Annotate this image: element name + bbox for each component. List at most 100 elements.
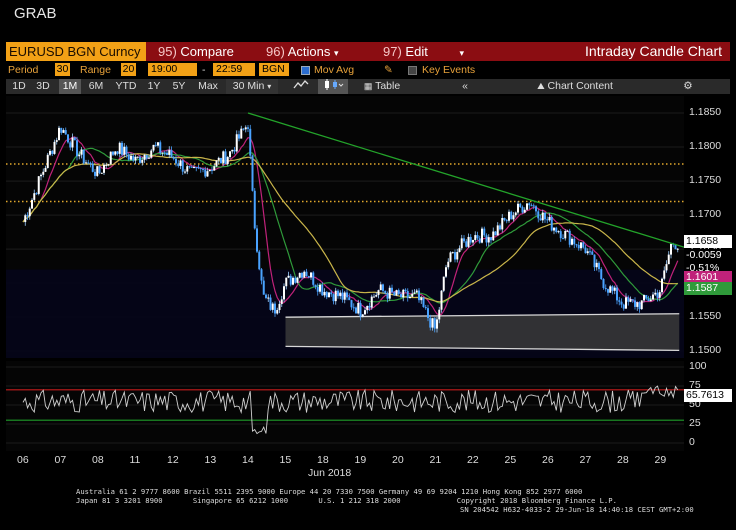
candle-body bbox=[352, 307, 355, 309]
oscillator-value-tag: 65.7613 bbox=[684, 389, 732, 402]
candle-body bbox=[580, 242, 582, 249]
candle-body bbox=[409, 296, 411, 299]
candle-body bbox=[91, 163, 94, 172]
candle-body bbox=[238, 134, 240, 139]
candle-body bbox=[235, 134, 238, 152]
footer-session-line: SN 204542 H632-4033-2 29-Jun-18 14:40:18… bbox=[460, 505, 694, 514]
candle-body bbox=[224, 151, 227, 164]
source-input[interactable]: BGN bbox=[259, 63, 289, 76]
start-time-input[interactable]: 19:00 bbox=[148, 63, 197, 76]
candle-body bbox=[602, 279, 605, 288]
candle-body bbox=[422, 297, 425, 307]
candle-body bbox=[298, 272, 301, 278]
candle-body bbox=[670, 243, 672, 255]
gear-icon[interactable]: ⚙ bbox=[683, 80, 693, 92]
candle-body bbox=[631, 299, 634, 301]
candle-body bbox=[229, 151, 231, 158]
time-tick-label: 20 bbox=[392, 454, 404, 466]
candle-body bbox=[161, 152, 164, 154]
candle-body bbox=[634, 300, 636, 307]
candle-chart-icon[interactable] bbox=[318, 79, 348, 94]
candle-body bbox=[274, 303, 276, 314]
interval-select[interactable]: 30 Min ▾ bbox=[226, 79, 278, 94]
pencil-icon[interactable]: ✎ bbox=[384, 64, 393, 76]
candle-body bbox=[598, 262, 600, 270]
candle-body bbox=[447, 261, 450, 268]
key-events-label: Key Events bbox=[422, 64, 476, 76]
period-1d[interactable]: 1D bbox=[12, 80, 26, 92]
range-input[interactable]: 20 bbox=[121, 63, 136, 76]
candle-body bbox=[391, 287, 393, 293]
candle-body bbox=[215, 160, 218, 167]
table-label: Table bbox=[375, 80, 401, 92]
candle-body bbox=[474, 235, 477, 240]
line-chart-icon[interactable] bbox=[290, 79, 312, 94]
chart-content-button[interactable]: ⛰ Chart Content bbox=[520, 79, 630, 94]
candle-body bbox=[256, 228, 258, 252]
mov-avg-label: Mov Avg bbox=[314, 64, 355, 76]
time-tick-label: 08 bbox=[92, 454, 104, 466]
period-input[interactable]: 30 bbox=[55, 63, 70, 76]
edit-menu[interactable]: 97) Edit ▾ bbox=[383, 42, 464, 61]
period-3d[interactable]: 3D bbox=[36, 80, 50, 92]
candle-body bbox=[280, 299, 283, 304]
candle-body bbox=[334, 290, 337, 302]
candle-body bbox=[330, 292, 333, 295]
candle-body bbox=[112, 151, 114, 155]
candle-body bbox=[418, 290, 420, 301]
compare-menu[interactable]: 95) Compare bbox=[158, 42, 234, 61]
period-ytd[interactable]: YTD bbox=[115, 80, 137, 92]
candle-body bbox=[301, 272, 303, 278]
actions-menu[interactable]: 96) Actions ▾ bbox=[266, 42, 339, 61]
candle-body bbox=[276, 310, 279, 314]
period-1m[interactable]: 1M bbox=[59, 79, 81, 94]
candle-body bbox=[206, 171, 209, 177]
period-max[interactable]: Max bbox=[198, 80, 218, 92]
candle-body bbox=[415, 290, 418, 293]
candle-body bbox=[413, 292, 416, 294]
period-6m[interactable]: 6M bbox=[88, 80, 104, 92]
period-1y[interactable]: 1Y bbox=[147, 80, 161, 92]
price-chart[interactable] bbox=[6, 96, 684, 358]
candle-body bbox=[323, 291, 326, 296]
candle-body bbox=[566, 230, 569, 232]
candle-body bbox=[222, 151, 225, 164]
double-chevron-left-icon[interactable]: « bbox=[462, 80, 468, 92]
ma-fast-line bbox=[22, 136, 679, 316]
candle-body bbox=[130, 155, 132, 160]
param-row: Period 30 Range 20 19:00 - 22:59 BGN Mov… bbox=[6, 62, 730, 78]
resistance-levels bbox=[6, 163, 684, 203]
time-tick-label: 12 bbox=[167, 454, 179, 466]
price-tick-label: 1.1700 bbox=[689, 208, 722, 221]
candle-body bbox=[402, 289, 405, 298]
mov-avg-checkbox[interactable] bbox=[301, 66, 310, 75]
candle-body bbox=[343, 292, 346, 300]
chart-content-label: Chart Content bbox=[547, 80, 613, 92]
candle-body bbox=[638, 302, 641, 310]
candle-body bbox=[546, 219, 549, 221]
end-time-input[interactable]: 22:59 bbox=[213, 63, 255, 76]
table-button[interactable]: ▦ Table bbox=[362, 79, 402, 94]
key-events-checkbox[interactable] bbox=[408, 66, 417, 75]
candle-body bbox=[260, 269, 263, 281]
candle-body bbox=[676, 248, 679, 250]
candle-body bbox=[469, 236, 472, 243]
candle-body bbox=[100, 172, 103, 174]
price-tick-label: 1.1800 bbox=[689, 140, 722, 153]
candle-body bbox=[368, 305, 371, 308]
oscillator-chart[interactable] bbox=[6, 361, 684, 451]
candle-body bbox=[42, 171, 45, 175]
candle-body bbox=[103, 164, 105, 173]
candle-body bbox=[629, 299, 632, 302]
candle-body bbox=[31, 199, 33, 209]
candle-body bbox=[109, 151, 112, 165]
candle-body bbox=[490, 237, 492, 241]
actions-num: 96) bbox=[266, 44, 285, 59]
candle-series bbox=[24, 124, 679, 333]
candle-body bbox=[665, 264, 668, 271]
period-5y[interactable]: 5Y bbox=[172, 80, 186, 92]
ticker-field[interactable]: EURUSD BGN Curncy bbox=[6, 42, 146, 61]
candle-body bbox=[557, 231, 560, 233]
candle-body bbox=[386, 293, 389, 299]
candle-body bbox=[35, 193, 38, 195]
